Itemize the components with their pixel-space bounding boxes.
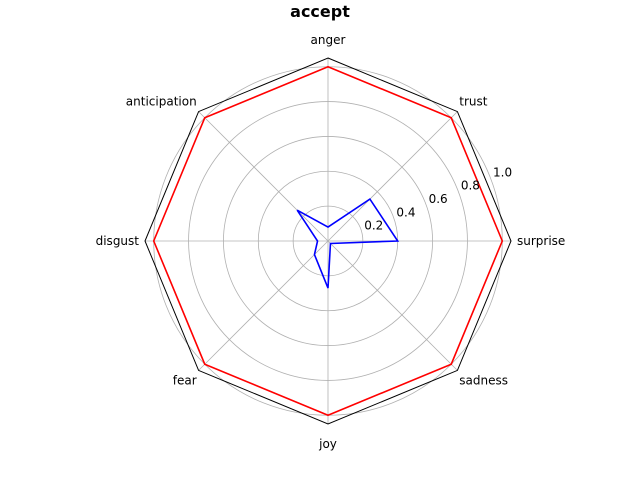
rtick-label-0: 0.2: [364, 219, 383, 233]
category-label-fear: fear: [173, 373, 197, 387]
spoke-sadness: [327, 240, 458, 371]
chart-title: accept: [290, 2, 350, 21]
spoke-trust: [327, 111, 458, 242]
spoke-fear: [198, 240, 329, 371]
series-layer: [152, 65, 504, 417]
category-label-sadness: sadness: [459, 373, 508, 387]
category-label-surprise: surprise: [517, 234, 565, 248]
spoke-anticipation: [198, 111, 329, 242]
category-label-disgust: disgust: [96, 234, 140, 248]
category-label-joy: joy: [318, 437, 337, 451]
series-max: [152, 65, 504, 417]
polar-frame: [144, 57, 512, 425]
category-label-anticipation: anticipation: [126, 95, 197, 109]
category-label-anger: anger: [311, 33, 346, 47]
frame-layer: [144, 57, 512, 425]
rtick-label-1: 0.4: [396, 205, 415, 219]
rtick-label-2: 0.6: [429, 192, 448, 206]
label-layer: anger trust surprise sadness joy fear disgust a…: [96, 33, 566, 451]
rtick-label-3: 0.8: [461, 179, 480, 193]
grid-layer: [145, 58, 511, 424]
rtick-label-4: 1.0: [493, 165, 512, 179]
series-emotion: [296, 197, 400, 289]
category-label-trust: trust: [459, 95, 487, 109]
